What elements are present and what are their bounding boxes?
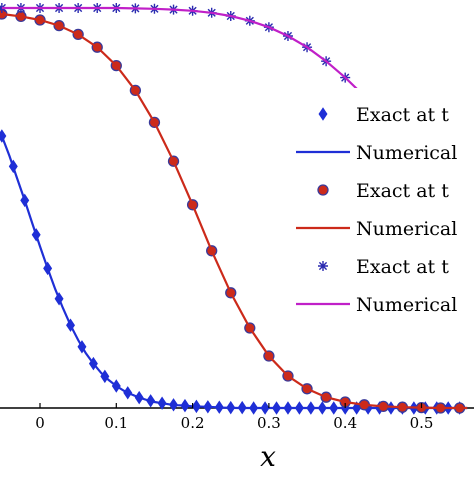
x-tick-label: 0.5	[410, 414, 434, 432]
series-3	[1, 12, 468, 410]
legend-entry: Numerical	[296, 294, 457, 316]
legend-label: Numerical	[356, 218, 457, 240]
series-1	[0, 135, 468, 410]
legend-label: Exact at t	[356, 180, 449, 202]
series-layer	[0, 3, 468, 415]
legend-label: Exact at t	[356, 104, 449, 126]
x-tick-label: 0	[35, 414, 45, 432]
legend-entry: Exact at t	[318, 256, 449, 278]
legend-entry: Numerical	[296, 142, 457, 164]
x-tick-label: 0.2	[181, 414, 205, 432]
x-ticks: 0 0.1 0.2 0.3 0.4 0.5	[35, 403, 433, 432]
legend-swatch	[318, 107, 328, 121]
legend: Exact at t Numerical Exact at t Numerical Ex…	[285, 88, 474, 328]
legend-swatch	[317, 184, 329, 196]
legend-label: Exact at t	[356, 256, 449, 278]
legend-box	[285, 88, 474, 328]
x-tick-label: 0.1	[104, 414, 128, 432]
legend-entry: Numerical	[296, 218, 457, 240]
x-axis-label: x	[260, 440, 276, 473]
series-line	[0, 135, 468, 410]
legend-swatch	[318, 261, 328, 271]
legend-entry: Exact at t	[317, 180, 449, 202]
series-line	[1, 12, 468, 410]
x-tick-label: 0.3	[257, 414, 281, 432]
series-line	[1, 6, 404, 137]
legend-label: Numerical	[356, 294, 457, 316]
x-tick-label: 0.4	[333, 414, 357, 432]
series-5	[1, 6, 404, 137]
legend-entry: Exact at t	[318, 104, 449, 126]
legend-label: Numerical	[356, 142, 457, 164]
